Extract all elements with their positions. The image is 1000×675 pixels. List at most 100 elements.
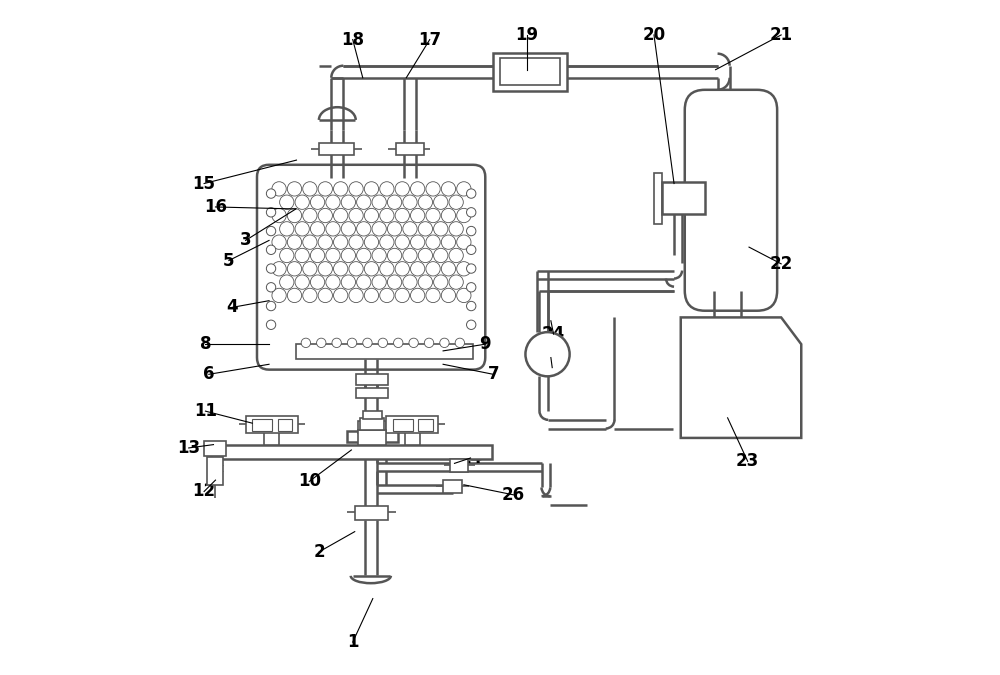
Circle shape xyxy=(326,248,340,263)
Circle shape xyxy=(380,209,394,223)
Circle shape xyxy=(280,248,294,263)
Text: 7: 7 xyxy=(487,365,499,383)
Circle shape xyxy=(272,288,286,302)
Circle shape xyxy=(364,235,379,249)
Circle shape xyxy=(449,221,463,236)
Circle shape xyxy=(341,248,356,263)
Circle shape xyxy=(303,288,317,302)
Circle shape xyxy=(449,248,463,263)
Circle shape xyxy=(266,208,276,217)
Circle shape xyxy=(418,221,433,236)
Circle shape xyxy=(395,288,409,302)
Circle shape xyxy=(334,209,348,223)
Bar xyxy=(264,430,279,445)
Circle shape xyxy=(457,288,471,302)
Circle shape xyxy=(301,338,311,348)
Circle shape xyxy=(266,245,276,254)
Circle shape xyxy=(380,262,394,276)
Circle shape xyxy=(387,221,402,236)
Circle shape xyxy=(426,262,440,276)
Text: 26: 26 xyxy=(502,486,525,504)
Circle shape xyxy=(525,332,570,377)
Circle shape xyxy=(332,338,341,348)
Circle shape xyxy=(410,182,425,196)
Text: 6: 6 xyxy=(203,365,215,383)
Text: 12: 12 xyxy=(193,483,216,500)
Circle shape xyxy=(467,245,476,254)
Bar xyxy=(443,480,462,493)
Circle shape xyxy=(287,235,302,249)
Circle shape xyxy=(334,235,348,249)
Text: 24: 24 xyxy=(542,325,565,343)
Bar xyxy=(347,431,398,442)
Circle shape xyxy=(349,235,363,249)
Text: 5: 5 xyxy=(223,252,235,269)
Circle shape xyxy=(280,195,294,209)
Bar xyxy=(358,421,386,433)
Bar xyxy=(418,418,433,431)
Circle shape xyxy=(387,195,402,209)
Circle shape xyxy=(318,209,332,223)
Circle shape xyxy=(467,208,476,217)
Circle shape xyxy=(334,262,348,276)
Text: 23: 23 xyxy=(736,452,759,470)
Text: 10: 10 xyxy=(298,472,321,491)
Circle shape xyxy=(310,221,325,236)
Circle shape xyxy=(310,248,325,263)
Text: 4: 4 xyxy=(226,298,238,317)
Circle shape xyxy=(266,189,276,198)
Circle shape xyxy=(287,209,302,223)
Circle shape xyxy=(287,262,302,276)
Bar xyxy=(252,418,272,431)
Text: 19: 19 xyxy=(515,26,538,44)
Circle shape xyxy=(266,301,276,310)
Circle shape xyxy=(441,288,456,302)
Circle shape xyxy=(403,195,417,209)
Circle shape xyxy=(372,248,386,263)
Text: 8: 8 xyxy=(200,335,211,353)
Circle shape xyxy=(295,248,309,263)
Circle shape xyxy=(266,283,276,292)
Circle shape xyxy=(372,195,386,209)
Bar xyxy=(207,457,223,485)
Circle shape xyxy=(310,195,325,209)
Circle shape xyxy=(403,248,417,263)
Circle shape xyxy=(378,338,388,348)
Circle shape xyxy=(349,262,363,276)
Text: 21: 21 xyxy=(770,26,793,44)
Text: 22: 22 xyxy=(770,255,793,273)
Circle shape xyxy=(457,209,471,223)
Circle shape xyxy=(318,235,332,249)
Circle shape xyxy=(403,275,417,290)
Circle shape xyxy=(341,221,356,236)
Circle shape xyxy=(287,288,302,302)
Circle shape xyxy=(410,235,425,249)
Circle shape xyxy=(403,221,417,236)
Circle shape xyxy=(395,262,409,276)
Circle shape xyxy=(394,338,403,348)
Bar xyxy=(500,58,560,85)
Circle shape xyxy=(457,182,471,196)
Text: 17: 17 xyxy=(418,30,441,49)
Text: 25: 25 xyxy=(541,358,564,377)
Circle shape xyxy=(380,235,394,249)
Circle shape xyxy=(310,275,325,290)
Circle shape xyxy=(303,235,317,249)
Circle shape xyxy=(467,283,476,292)
Circle shape xyxy=(349,182,363,196)
Circle shape xyxy=(395,235,409,249)
Circle shape xyxy=(357,195,371,209)
Circle shape xyxy=(326,221,340,236)
Text: 20: 20 xyxy=(642,26,666,44)
Circle shape xyxy=(280,221,294,236)
Circle shape xyxy=(266,320,276,329)
Circle shape xyxy=(434,221,448,236)
Circle shape xyxy=(410,209,425,223)
Bar xyxy=(204,441,226,456)
Bar xyxy=(363,411,382,419)
Circle shape xyxy=(341,275,356,290)
Circle shape xyxy=(441,235,456,249)
Circle shape xyxy=(349,209,363,223)
Circle shape xyxy=(364,182,379,196)
Text: 14: 14 xyxy=(459,449,482,467)
